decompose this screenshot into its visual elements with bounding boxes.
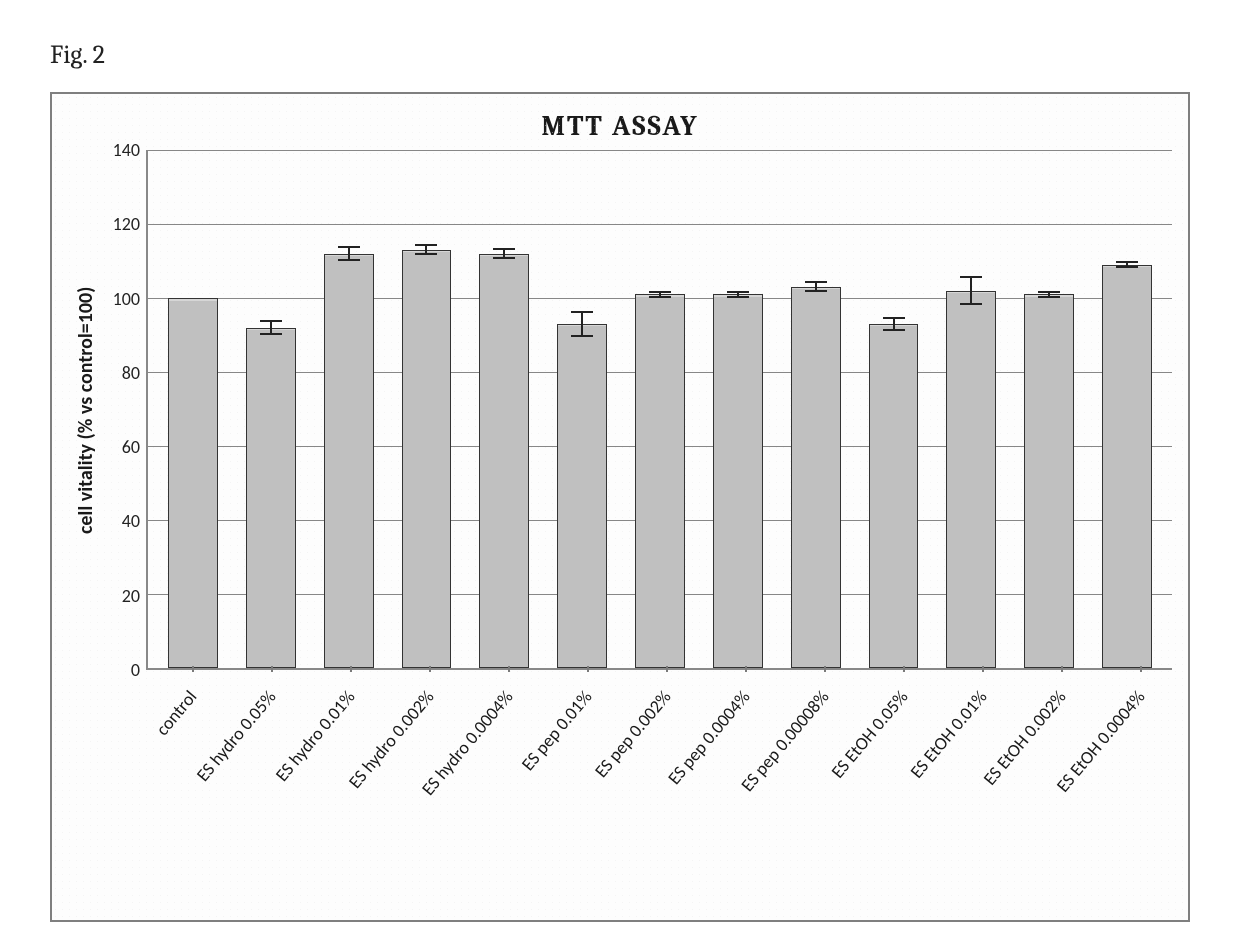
x-tick-mark (1061, 666, 1063, 672)
x-tick: ES pep 0.00008% (785, 670, 864, 890)
x-tick-mark (1140, 666, 1142, 672)
error-cap-top (260, 320, 282, 322)
error-cap-top (727, 291, 749, 293)
bar (168, 298, 218, 668)
x-tick-mark (745, 666, 747, 672)
bar-highlight (870, 325, 918, 327)
figure-label: Fig. 2 (50, 40, 1190, 70)
x-tick: ES hydro 0.0004% (470, 670, 549, 890)
bar-slot (855, 150, 933, 668)
x-tick-mark (587, 666, 589, 672)
error-cap-top (960, 276, 982, 278)
error-cap-top (415, 244, 437, 246)
x-tick-mark (666, 666, 668, 672)
bar-slot (699, 150, 777, 668)
x-tick: ES EtOH 0.05% (864, 670, 943, 890)
chart-frame: MTT ASSAY cell vitality (% vs control=10… (50, 92, 1190, 922)
bar (324, 254, 374, 668)
bar-slot (1010, 150, 1088, 668)
bar (713, 294, 763, 668)
page: Fig. 2 MTT ASSAY cell vitality (% vs con… (0, 0, 1240, 947)
bar-highlight (636, 295, 684, 297)
bar (1102, 265, 1152, 668)
bar-highlight (947, 292, 995, 294)
chart-body: cell vitality (% vs control=100) 0204060… (68, 150, 1172, 670)
bar-highlight (480, 255, 528, 257)
x-axis-labels: controlES hydro 0.05%ES hydro 0.01%ES hy… (148, 670, 1186, 890)
error-cap-top (649, 291, 671, 293)
x-tick: ES EtOH 0.01% (943, 670, 1022, 890)
plot-area (146, 150, 1172, 670)
x-tick: ES hydro 0.05% (233, 670, 312, 890)
bar (946, 291, 996, 668)
bar-slot (388, 150, 466, 668)
bar (791, 287, 841, 668)
bar (479, 254, 529, 668)
x-tick: ES EtOH 0.0004% (1101, 670, 1180, 890)
x-tick-mark (982, 666, 984, 672)
bar (246, 328, 296, 668)
bar-slot (543, 150, 621, 668)
error-cap-top (805, 281, 827, 283)
bar-highlight (403, 251, 451, 253)
bar-highlight (792, 288, 840, 290)
bar-slot (1088, 150, 1166, 668)
error-cap-top (883, 317, 905, 319)
bar (635, 294, 685, 668)
error-cap-top (493, 248, 515, 250)
bar-highlight (1103, 266, 1151, 268)
x-tick-mark (192, 666, 194, 672)
bar-slot (621, 150, 699, 668)
bar-highlight (169, 299, 217, 301)
bar-highlight (714, 295, 762, 297)
bar-highlight (558, 325, 606, 327)
x-tick: ES pep 0.002% (628, 670, 707, 890)
error-cap-top (1038, 291, 1060, 293)
bar-slot (465, 150, 543, 668)
bar-highlight (1025, 295, 1073, 297)
x-tick-mark (824, 666, 826, 672)
bar-highlight (247, 329, 295, 331)
error-cap-top (338, 246, 360, 248)
y-axis-ticks: 020406080100120140 (100, 150, 146, 670)
bar-slot (932, 150, 1010, 668)
bar (1024, 294, 1074, 668)
bar-slot (154, 150, 232, 668)
x-tick-mark (350, 666, 352, 672)
error-cap-top (1116, 261, 1138, 263)
error-cap-top (571, 311, 593, 313)
x-tick: control (154, 670, 233, 890)
x-tick-mark (903, 666, 905, 672)
chart-title: MTT ASSAY (68, 110, 1172, 142)
y-axis-label: cell vitality (% vs control=100) (68, 150, 100, 670)
bar (402, 250, 452, 668)
bar-slot (777, 150, 855, 668)
x-tick-mark (429, 666, 431, 672)
bar-slot (310, 150, 388, 668)
x-tick-label: control (152, 686, 202, 740)
x-tick-mark (508, 666, 510, 672)
bar-highlight (325, 255, 373, 257)
x-tick: ES pep 0.01% (549, 670, 628, 890)
bar-slot (232, 150, 310, 668)
bar (869, 324, 919, 668)
bar (557, 324, 607, 668)
bars-container (148, 150, 1172, 668)
x-tick-mark (271, 666, 273, 672)
